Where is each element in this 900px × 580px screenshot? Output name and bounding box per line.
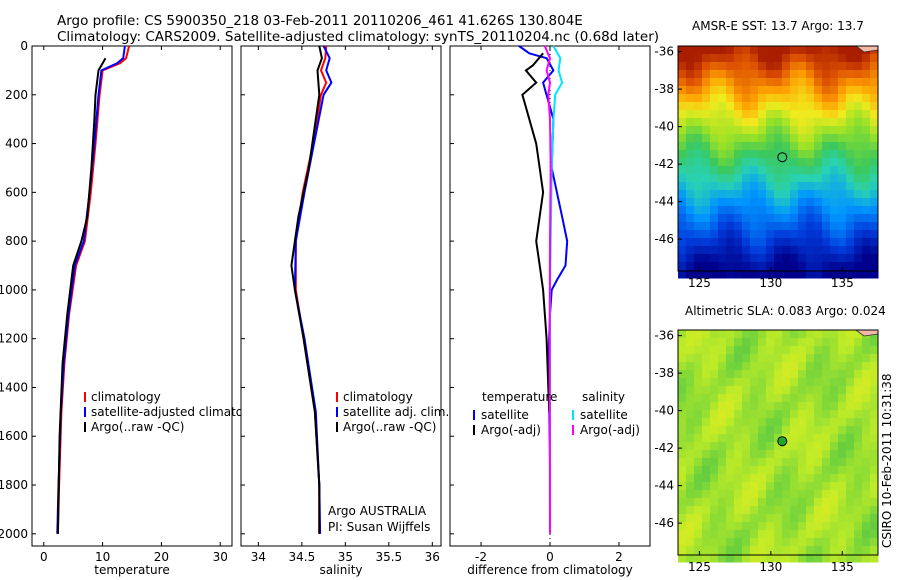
map-y-tick-label: -38 [654, 366, 674, 380]
map-y-tick-label: -36 [654, 45, 674, 59]
legend-label: satellite [481, 408, 529, 422]
map-y-tick-label: -36 [654, 329, 674, 343]
map-x-tick-label: 135 [831, 276, 854, 290]
legend-label: Argo(..raw -QC) [91, 420, 184, 434]
legend-label: Argo(-adj) [481, 423, 541, 437]
series-line-argo-raw-qc- [290, 45, 323, 534]
map-y-tick-label: -38 [654, 82, 674, 96]
legend-title-salinity: salinity [582, 390, 625, 404]
series-line-argo-raw-qc- [56, 57, 107, 534]
map-frame [677, 45, 879, 272]
x-tick-label: 2 [615, 550, 623, 564]
x-tick-label: 36 [425, 550, 440, 564]
x-tick-label: -2 [475, 550, 487, 564]
map-y-tick-label: -40 [654, 120, 674, 134]
x-axis-label: temperature [94, 563, 169, 577]
legend-label: climatology [343, 390, 413, 404]
y-tick-label: 800 [5, 234, 28, 248]
map-y-tick-label: -46 [654, 232, 674, 246]
x-tick-label: 10 [95, 550, 110, 564]
y-tick-label: 1800 [0, 478, 28, 492]
argo-float-marker [777, 436, 788, 447]
map-x-tick-label: 130 [759, 276, 782, 290]
map-y-tick-label: -42 [654, 157, 674, 171]
series-line-argo-adj- [543, 45, 552, 534]
map-frame [677, 329, 879, 556]
sla-map-title: Altimetric SLA: 0.083 Argo: 0.024 [685, 304, 886, 318]
legend-title-temperature: temperature [482, 390, 557, 404]
legend-label: satellite [580, 408, 628, 422]
plot-frame-2 [240, 45, 442, 547]
map-x-tick-label: 125 [688, 560, 711, 574]
y-tick-label: 200 [5, 88, 28, 102]
map-x-tick-label: 130 [759, 560, 782, 574]
y-tick-label: 1200 [0, 332, 28, 346]
climatology-title: Climatology: CARS2009. Satellite-adjuste… [57, 29, 660, 45]
csiro-timestamp: CSIRO 10-Feb-2011 10:31:38 [880, 373, 894, 548]
sst-map [678, 45, 879, 279]
x-tick-label: 0 [546, 550, 554, 564]
x-tick-label: 0 [40, 550, 48, 564]
map-y-tick-label: -46 [654, 516, 674, 530]
argo-float-marker [777, 152, 788, 163]
x-tick-label: 20 [154, 550, 169, 564]
sst-map-title: AMSR-E SST: 13.7 Argo: 13.7 [692, 19, 864, 33]
sla-map [678, 329, 879, 563]
y-tick-label: 400 [5, 137, 28, 151]
annotation-line: Argo AUSTRALIA [328, 504, 427, 518]
x-tick-label: 34.5 [289, 550, 316, 564]
y-tick-label: 1000 [0, 283, 28, 297]
legend-label: Argo(-adj) [580, 423, 640, 437]
profile-title: Argo profile: CS 5900350_218 03-Feb-2011… [57, 13, 583, 29]
series-line-argo-adj- [521, 52, 551, 412]
x-axis-label: difference from climatology [467, 563, 633, 577]
map-x-tick-label: 135 [831, 560, 854, 574]
map-y-tick-label: -44 [654, 479, 674, 493]
y-tick-label: 1400 [0, 380, 28, 394]
legend-label: Argo(..raw -QC) [343, 420, 436, 434]
map-y-tick-label: -40 [654, 404, 674, 418]
x-tick-label: 34 [251, 550, 266, 564]
y-tick-label: 600 [5, 185, 28, 199]
legend-label: climatology [91, 390, 161, 404]
annotation-line: PI: Susan Wijffels [328, 520, 430, 534]
map-x-tick-label: 125 [688, 276, 711, 290]
plot-frame-1 [31, 45, 233, 547]
legend-label: satellite-adjusted climatolog [91, 405, 261, 419]
y-tick-label: 0 [20, 39, 28, 53]
legend-label: satellite adj. clim. [343, 405, 449, 419]
x-tick-label: 35.5 [375, 550, 402, 564]
y-tick-label: 2000 [0, 527, 28, 541]
x-tick-label: 35 [338, 550, 353, 564]
map-y-tick-label: -44 [654, 195, 674, 209]
x-tick-label: 30 [213, 550, 228, 564]
map-y-tick-label: -42 [654, 441, 674, 455]
y-tick-label: 1600 [0, 429, 28, 443]
x-axis-label: salinity [319, 563, 362, 577]
